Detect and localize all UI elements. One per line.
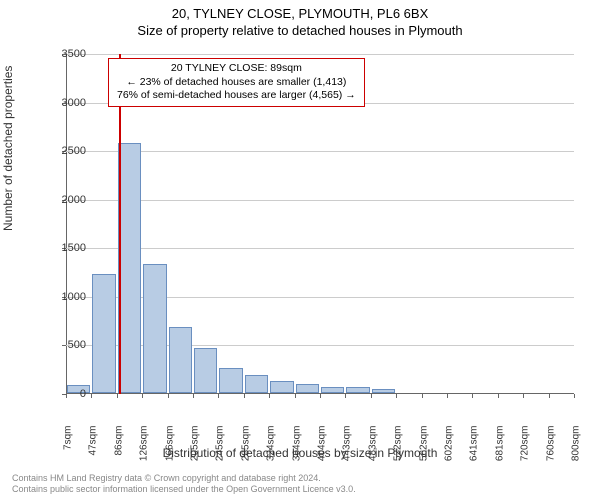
x-tick-mark (295, 394, 296, 398)
annotation-box: 20 TYLNEY CLOSE: 89sqm ← 23% of detached… (108, 58, 365, 107)
annotation-line2: ← 23% of detached houses are smaller (1,… (117, 76, 356, 90)
histogram-bar (296, 384, 319, 393)
x-tick-label: 760sqm (545, 426, 556, 474)
x-tick-label: 205sqm (190, 426, 201, 474)
x-tick-mark (218, 394, 219, 398)
x-tick-mark (320, 394, 321, 398)
chart-title-description: Size of property relative to detached ho… (0, 21, 600, 38)
x-tick-mark (371, 394, 372, 398)
footer-line2: Contains public sector information licen… (12, 484, 356, 496)
x-tick-mark (498, 394, 499, 398)
annotation-line1: 20 TYLNEY CLOSE: 89sqm (117, 62, 356, 76)
footer-attribution: Contains HM Land Registry data © Crown c… (12, 473, 356, 496)
x-tick-mark (422, 394, 423, 398)
y-tick-label: 1500 (38, 242, 86, 254)
x-tick-mark (91, 394, 92, 398)
x-tick-mark (345, 394, 346, 398)
x-tick-label: 641sqm (469, 426, 480, 474)
x-tick-mark (523, 394, 524, 398)
histogram-bar (321, 387, 344, 393)
y-tick-label: 3000 (38, 97, 86, 109)
x-tick-mark (193, 394, 194, 398)
x-tick-label: 364sqm (291, 426, 302, 474)
x-tick-mark (396, 394, 397, 398)
x-tick-label: 522sqm (393, 426, 404, 474)
y-tick-label: 0 (38, 388, 86, 400)
x-tick-label: 285sqm (240, 426, 251, 474)
histogram-bar (219, 368, 242, 393)
histogram-bar (346, 387, 369, 393)
histogram-bar (372, 389, 395, 393)
y-tick-label: 1000 (38, 291, 86, 303)
y-tick-label: 500 (38, 339, 86, 351)
gridline (66, 54, 574, 55)
histogram-bar (245, 375, 268, 393)
chart-title-address: 20, TYLNEY CLOSE, PLYMOUTH, PL6 6BX (0, 0, 600, 21)
histogram-bar (92, 274, 115, 393)
x-tick-mark (447, 394, 448, 398)
x-tick-mark (168, 394, 169, 398)
x-tick-label: 166sqm (164, 426, 175, 474)
x-tick-mark (472, 394, 473, 398)
chart-area (66, 54, 574, 414)
gridline (66, 297, 574, 298)
x-tick-label: 126sqm (139, 426, 150, 474)
histogram-bar (270, 381, 293, 393)
x-tick-label: 483sqm (367, 426, 378, 474)
gridline (66, 248, 574, 249)
y-tick-label: 3500 (38, 48, 86, 60)
x-tick-label: 562sqm (418, 426, 429, 474)
x-tick-label: 47sqm (88, 426, 99, 474)
x-tick-mark (117, 394, 118, 398)
y-axis-title: Number of detached properties (1, 66, 15, 231)
histogram-bar (169, 327, 192, 393)
x-tick-label: 602sqm (444, 426, 455, 474)
footer-line1: Contains HM Land Registry data © Crown c… (12, 473, 356, 485)
x-tick-label: 86sqm (113, 426, 124, 474)
annotation-line3: 76% of semi-detached houses are larger (… (117, 89, 356, 103)
x-tick-label: 245sqm (215, 426, 226, 474)
gridline (66, 345, 574, 346)
gridline (66, 151, 574, 152)
histogram-bar (194, 348, 217, 393)
y-tick-label: 2500 (38, 145, 86, 157)
x-tick-mark (269, 394, 270, 398)
y-tick-label: 2000 (38, 194, 86, 206)
x-tick-label: 404sqm (317, 426, 328, 474)
x-tick-mark (549, 394, 550, 398)
gridline (66, 200, 574, 201)
x-tick-label: 720sqm (520, 426, 531, 474)
x-tick-label: 800sqm (571, 426, 582, 474)
x-tick-mark (142, 394, 143, 398)
x-tick-label: 324sqm (266, 426, 277, 474)
histogram-bar (143, 264, 166, 393)
x-tick-label: 443sqm (342, 426, 353, 474)
x-tick-label: 681sqm (494, 426, 505, 474)
x-tick-mark (244, 394, 245, 398)
x-tick-mark (574, 394, 575, 398)
x-tick-label: 7sqm (63, 426, 74, 474)
